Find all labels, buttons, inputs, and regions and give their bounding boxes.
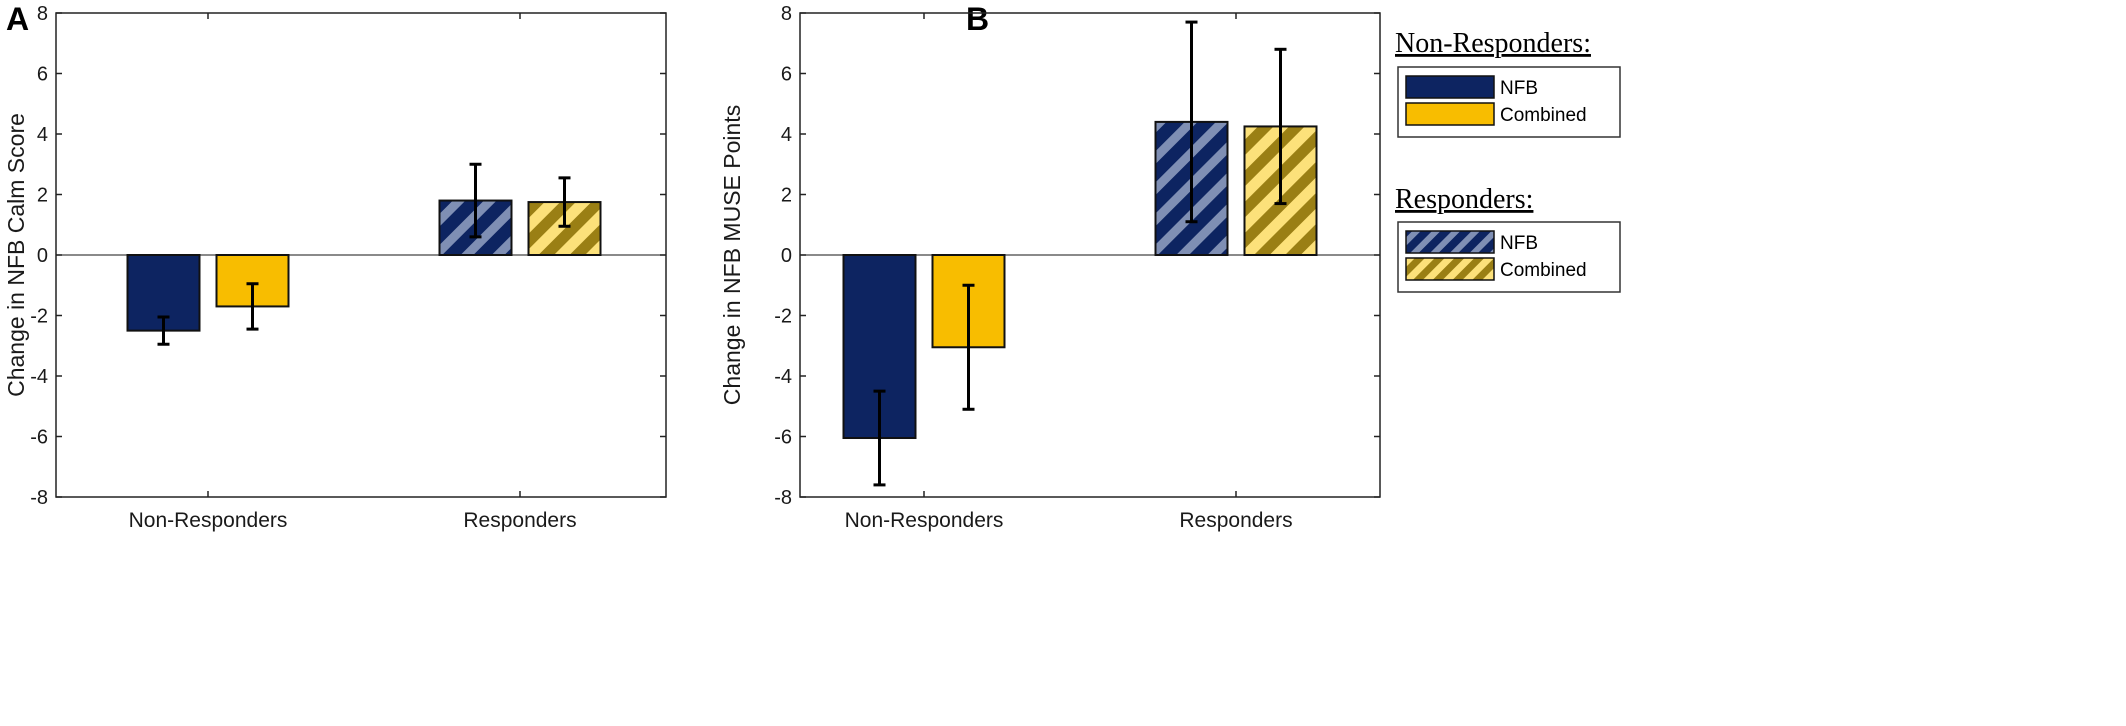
y-tick-label: -6 bbox=[30, 427, 48, 449]
y-axis-label: Change in NFB MUSE Points bbox=[719, 105, 745, 405]
x-category-label: Non-Responders bbox=[845, 509, 1004, 532]
x-category-label: Non-Responders bbox=[129, 509, 288, 532]
legend-group-non-responders: Non-Responders: NFB Combined bbox=[1395, 28, 1621, 138]
legend-swatch-combined bbox=[1405, 102, 1495, 126]
y-axis-label: Change in NFB Calm Score bbox=[3, 113, 29, 397]
legend-label-nfb: NFB bbox=[1500, 233, 1538, 254]
error-bar-non-responders-combined bbox=[962, 283, 975, 411]
y-tick-label: 8 bbox=[37, 3, 48, 25]
error-bar-responders-nfb bbox=[1185, 20, 1198, 224]
x-category-label: Responders bbox=[463, 509, 576, 532]
error-bar-non-responders-nfb bbox=[873, 389, 886, 487]
error-bar-non-responders-combined bbox=[246, 282, 259, 331]
y-tick-label: -4 bbox=[774, 366, 792, 388]
panel-b-chart: -8 -6 -4 -2 0 2 4 6 8 Non-Responders Responders Cha… bbox=[719, 3, 1381, 532]
y-tick-label: 4 bbox=[37, 124, 48, 146]
y-tick-label: -8 bbox=[30, 487, 48, 509]
legend-group-title: Non-Responders: bbox=[1395, 28, 1591, 59]
legend-group-title: Responders: bbox=[1395, 184, 1533, 215]
y-tick-label: -2 bbox=[774, 306, 792, 328]
y-tick-label: 8 bbox=[781, 3, 792, 25]
x-category-label: Responders bbox=[1179, 509, 1292, 532]
y-tick-label: -6 bbox=[774, 427, 792, 449]
legend: Non-Responders: NFB Combined Responders: NFB… bbox=[1395, 28, 1621, 293]
y-tick-label: 0 bbox=[37, 245, 48, 267]
legend-swatch-combined bbox=[1405, 257, 1495, 281]
y-tick-label: 4 bbox=[781, 124, 792, 146]
y-tick-label: -4 bbox=[30, 366, 48, 388]
y-tick-label: -2 bbox=[30, 306, 48, 328]
legend-label-combined: Combined bbox=[1500, 260, 1587, 281]
panel-b-letter: B bbox=[966, 1, 989, 37]
panel-a-letter: A bbox=[6, 1, 29, 37]
legend-swatch-nfb bbox=[1405, 230, 1495, 254]
y-tick-label: 0 bbox=[781, 245, 792, 267]
y-tick-label: 6 bbox=[37, 64, 48, 86]
legend-swatch-nfb bbox=[1405, 75, 1495, 99]
error-bar-responders-combined bbox=[1274, 47, 1287, 206]
y-tick-label: 2 bbox=[37, 185, 48, 207]
y-tick-label: -8 bbox=[774, 487, 792, 509]
y-tick-label: 2 bbox=[781, 185, 792, 207]
legend-label-combined: Combined bbox=[1500, 105, 1587, 126]
legend-group-responders: Responders: NFB Combined bbox=[1395, 184, 1621, 293]
error-bar-responders-nfb bbox=[469, 162, 482, 239]
panel-a-chart: -8 -6 -4 -2 0 2 4 6 8 Non-Responders Responders Cha… bbox=[3, 3, 667, 532]
error-bar-non-responders-nfb bbox=[157, 315, 170, 346]
y-tick-label: 6 bbox=[781, 64, 792, 86]
error-bar-responders-combined bbox=[558, 176, 571, 228]
legend-label-nfb: NFB bbox=[1500, 78, 1538, 99]
